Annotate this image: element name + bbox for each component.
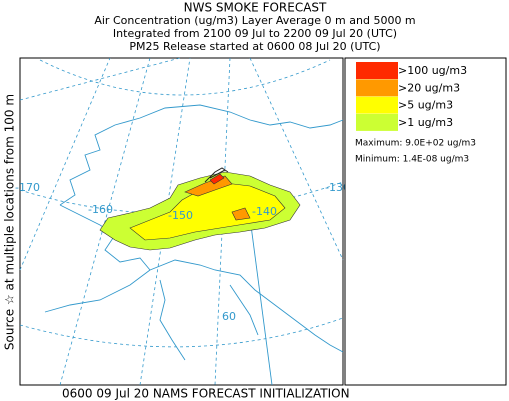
legend-label: >100 ug/m3	[398, 64, 467, 77]
plume-level	[184, 175, 233, 197]
subtitle: Air Concentration (ug/m3) Layer Average …	[94, 14, 415, 27]
map: -170 -160 -150 -140 -130 60	[15, 57, 350, 386]
title: NWS SMOKE FORECAST	[184, 1, 327, 15]
map-label: -140	[252, 205, 277, 218]
coastline	[59, 104, 344, 206]
graticule	[139, 57, 191, 386]
side-label: Source ☆ at multiple locations from 100 …	[3, 94, 17, 350]
graticule	[249, 57, 344, 261]
coastline	[159, 279, 186, 361]
legend-swatch	[356, 62, 398, 79]
legend-maximum: Maximum: 9.0E+02 ug/m3	[355, 139, 476, 149]
graticule	[19, 57, 111, 271]
footer: 0600 09 Jul 20 NAMS FORECAST INITIALIZAT…	[62, 387, 350, 401]
map-label: 60	[222, 310, 236, 323]
coastline	[229, 284, 259, 336]
legend-label: >20 ug/m3	[398, 81, 460, 94]
legend-label: >5 ug/m3	[398, 99, 453, 112]
legend: >100 ug/m3 >20 ug/m3 >5 ug/m3 >1 ug/m3	[356, 62, 467, 131]
legend-label: >1 ug/m3	[398, 116, 453, 129]
plume-level	[129, 182, 286, 241]
graticule	[39, 59, 331, 96]
graticule	[59, 57, 151, 386]
subtitle: Integrated from 2100 09 Jul to 2200 09 J…	[113, 27, 397, 40]
plume-level	[209, 173, 225, 185]
source-markers	[204, 167, 229, 183]
subtitle: PM25 Release started at 0600 08 Jul 20 (…	[129, 40, 380, 53]
map-label: -170	[15, 181, 40, 194]
legend-swatch	[356, 79, 398, 97]
map-label: -150	[168, 209, 193, 222]
legend-swatch	[356, 113, 398, 131]
legend-minimum: Minimum: 1.4E-08 ug/m3	[355, 155, 469, 165]
coastline	[44, 269, 151, 313]
legend-swatch	[356, 96, 398, 114]
plume-level	[231, 207, 251, 221]
map-label: -130	[325, 181, 350, 194]
map-label: -160	[88, 203, 113, 216]
